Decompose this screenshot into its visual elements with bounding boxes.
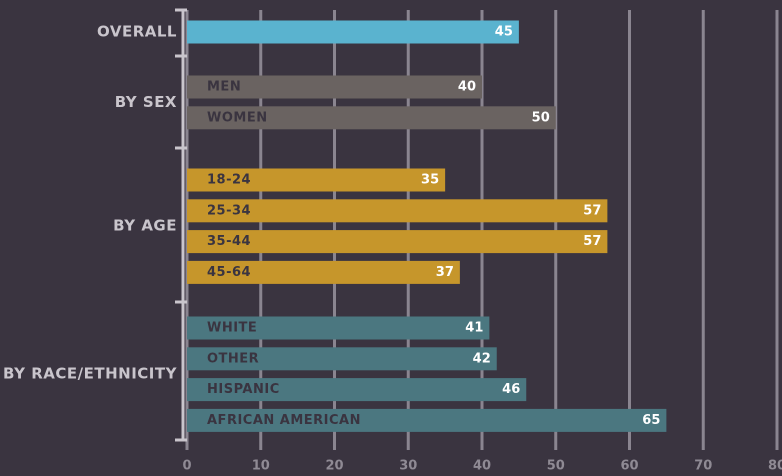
value-label: 46	[502, 382, 520, 397]
category-label: HISPANIC	[207, 382, 280, 397]
x-tick-label: 40	[473, 459, 491, 474]
category-label: WOMEN	[207, 110, 268, 125]
bar	[187, 408, 667, 432]
category-label: OTHER	[207, 351, 259, 366]
group-label: OVERALL	[97, 23, 177, 41]
bar	[187, 168, 446, 192]
value-label: 57	[583, 203, 601, 218]
value-label: 57	[583, 234, 601, 249]
x-tick-label: 0	[182, 459, 191, 474]
x-tick-label: 60	[620, 459, 638, 474]
group-label: BY RACE/ETHNICITY	[3, 365, 178, 383]
bar	[187, 378, 527, 402]
category-label: AFRICAN AMERICAN	[207, 413, 361, 428]
value-label: 41	[465, 321, 483, 336]
category-label: WHITE	[207, 321, 257, 336]
value-label: 40	[458, 80, 476, 95]
bar	[187, 347, 497, 371]
x-tick-label: 80	[768, 459, 782, 474]
group-label: BY SEX	[115, 93, 177, 111]
value-label: 42	[473, 351, 491, 366]
value-label: 65	[642, 413, 660, 428]
bar	[187, 106, 556, 130]
category-label: 18-24	[207, 173, 251, 188]
value-label: 35	[421, 173, 439, 188]
x-tick-label: 10	[252, 459, 270, 474]
category-label: 35-44	[207, 234, 251, 249]
x-tick-label: 50	[547, 459, 565, 474]
bar	[187, 75, 482, 99]
category-label: MEN	[207, 80, 241, 95]
group-bracket	[175, 8, 187, 442]
x-tick-label: 20	[325, 459, 343, 474]
category-label: 45-64	[207, 265, 251, 280]
value-label: 37	[436, 265, 454, 280]
bar	[187, 316, 490, 340]
bar	[187, 230, 608, 254]
x-tick-label: 30	[399, 459, 417, 474]
category-label: 25-34	[207, 203, 251, 218]
x-tick-label: 70	[694, 459, 712, 474]
value-label: 50	[532, 110, 550, 125]
group-label: BY AGE	[113, 217, 177, 235]
bar	[187, 20, 519, 44]
bar	[187, 260, 460, 284]
value-label: 45	[495, 25, 513, 40]
bar	[187, 199, 608, 223]
